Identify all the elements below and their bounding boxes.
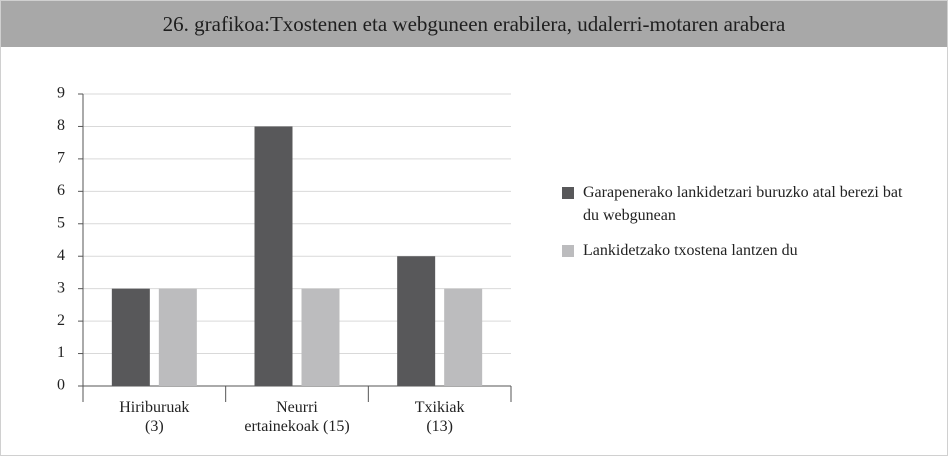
legend-swatch [562,245,574,257]
bar [158,288,197,386]
x-tick-label: Neurri ertainekoak (15) [244,399,350,435]
bar [254,126,293,386]
bar [301,288,340,386]
y-tick-label: 4 [57,247,65,264]
y-tick-label: 9 [57,85,65,102]
legend-label: Lankidetzako txostena lantzen du [583,242,798,259]
x-tick-label: Txikiak (13) [414,399,465,435]
y-tick-label: 1 [57,344,65,361]
y-tick-label: 0 [57,377,65,394]
y-tick-label: 6 [57,182,65,199]
legend-entry: Garapenerako lankidetzari buruzko atal b… [562,181,914,227]
bar [397,256,436,386]
y-tick-label: 7 [57,150,65,167]
y-tick-label: 5 [57,214,65,231]
chart-title: 26. grafikoa:Txostenen eta webguneen era… [1,1,947,47]
bar [111,288,150,386]
y-tick-label: 3 [57,279,65,296]
y-tick-label: 8 [57,117,65,134]
y-tick-label: 2 [57,312,65,329]
legend-entry: Lankidetzako txostena lantzen du [562,239,914,262]
bar [444,288,483,386]
legend-swatch [562,187,574,199]
legend-label: Garapenerako lankidetzari buruzko atal b… [583,184,903,224]
x-tick-label: Hiriburuak (3) [119,399,190,435]
